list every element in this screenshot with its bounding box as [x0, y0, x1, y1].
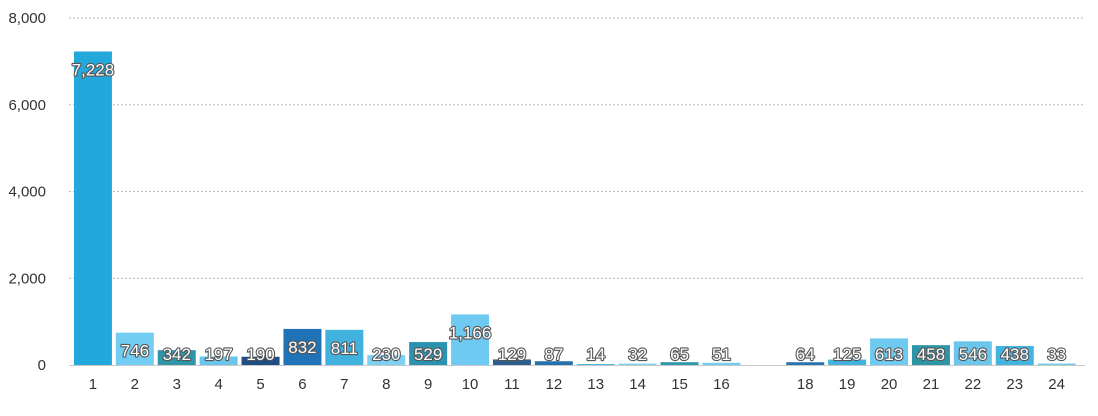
data-label: 613 [875, 345, 903, 364]
x-tick-label: 9 [424, 376, 432, 393]
x-tick-label: 23 [1006, 376, 1023, 393]
bar [1037, 363, 1076, 365]
data-label: 64 [796, 345, 815, 364]
data-label: 33 [1047, 345, 1066, 364]
y-tick-label: 6,000 [8, 97, 46, 114]
data-label: 87 [544, 345, 563, 364]
data-label: 438 [1001, 345, 1029, 364]
data-label: 529 [414, 345, 442, 364]
data-label: 342 [163, 345, 191, 364]
x-tick-label: 22 [965, 376, 982, 393]
bar [828, 359, 867, 365]
x-tick-label: 5 [256, 376, 264, 393]
x-tick-labels: 1 2 3 4 5 6 7 8 9 10 11 12 13 14 15 16 18 19 20 21 22 23 24 [89, 376, 1065, 393]
bar [73, 51, 112, 365]
data-label: 7,228 [72, 60, 115, 79]
bar [953, 341, 992, 365]
x-tick-label: 15 [671, 376, 688, 393]
data-label: 746 [121, 342, 149, 361]
bar [283, 328, 322, 365]
data-label: 230 [372, 345, 400, 364]
x-tick-label: 13 [587, 376, 604, 393]
x-tick-label: 3 [173, 376, 181, 393]
x-tick-label: 1 [89, 376, 97, 393]
x-tick-label: 4 [214, 376, 222, 393]
data-label: 51 [712, 345, 731, 364]
bar [157, 350, 196, 365]
bar [702, 362, 741, 365]
x-tick-label: 16 [713, 376, 730, 393]
x-tick-label: 8 [382, 376, 390, 393]
bar [325, 329, 364, 365]
data-label: 811 [331, 339, 358, 358]
x-tick-label: 14 [629, 376, 646, 393]
bar [241, 356, 280, 365]
bar [534, 361, 573, 365]
y-tick-label: 4,000 [8, 184, 46, 201]
gridlines [69, 17, 1085, 279]
bars [73, 51, 1076, 365]
x-tick-label: 24 [1048, 376, 1065, 393]
y-tick-label: 8,000 [8, 10, 46, 27]
data-label: 125 [833, 345, 861, 364]
bar [409, 342, 448, 365]
x-tick-label: 20 [881, 376, 898, 393]
bar [870, 338, 909, 365]
x-tick-label: 2 [131, 376, 139, 393]
data-label: 1,166 [449, 323, 492, 342]
bar [911, 345, 950, 365]
x-tick-label: 7 [340, 376, 348, 393]
x-tick-label: 18 [797, 376, 814, 393]
bar [618, 363, 657, 365]
bar [199, 356, 238, 365]
y-tick-label: 0 [38, 357, 46, 374]
data-label: 129 [498, 345, 526, 364]
data-label: 832 [288, 338, 316, 357]
x-tick-label: 21 [923, 376, 940, 393]
data-label: 458 [917, 345, 945, 364]
data-label: 197 [204, 345, 232, 364]
x-tick-label: 10 [462, 376, 479, 393]
bar [492, 359, 531, 365]
bar [115, 332, 154, 365]
bar [660, 362, 699, 365]
x-tick-label: 11 [504, 376, 520, 393]
data-label: 546 [959, 345, 987, 364]
bar [451, 314, 490, 365]
data-labels: 7,228 746 342 197 190 832 811 230 529 1,166 129 87 1… [71, 59, 1068, 365]
bar [576, 364, 615, 365]
bar [786, 362, 825, 365]
bar [367, 355, 406, 365]
x-tick-label: 19 [839, 376, 856, 393]
data-label: 65 [670, 345, 689, 364]
data-label: 32 [628, 345, 647, 364]
y-tick-label: 2,000 [8, 270, 46, 287]
data-label: 190 [246, 345, 274, 364]
x-tick-label: 6 [298, 376, 306, 393]
data-label: 14 [586, 345, 605, 364]
x-tick-label: 12 [546, 376, 563, 393]
bar [995, 346, 1034, 365]
